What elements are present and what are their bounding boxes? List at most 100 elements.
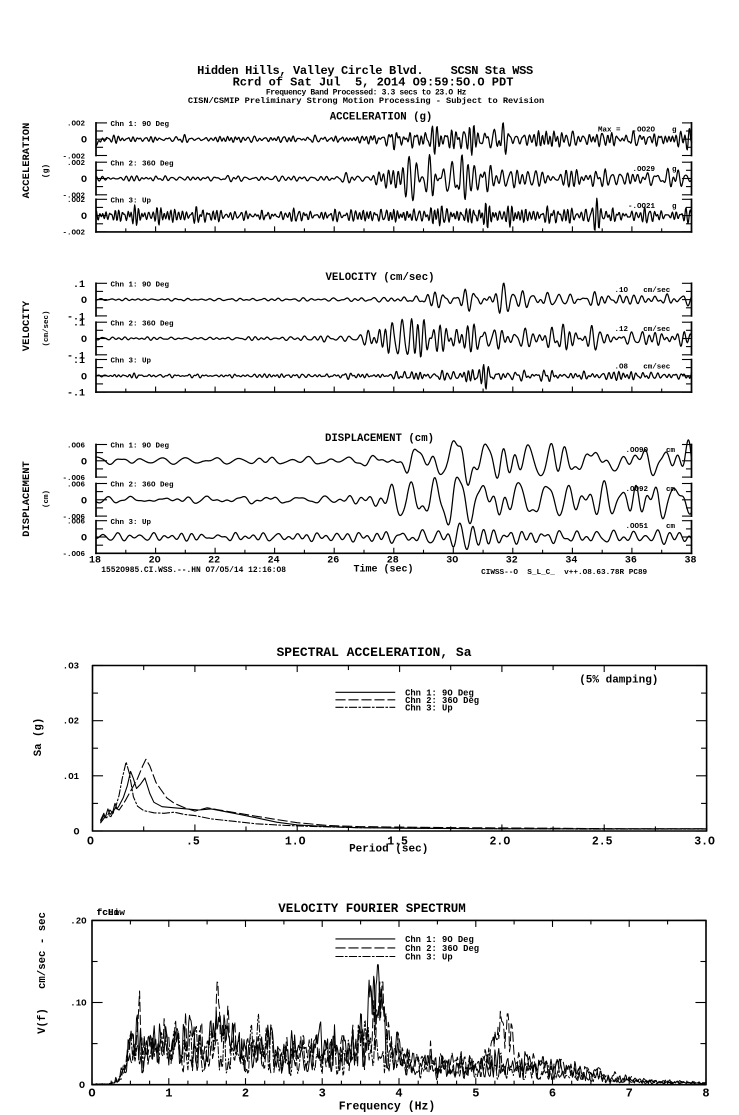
svg-text:O: O: [81, 372, 87, 383]
svg-text:2.O: 2.O: [490, 836, 511, 849]
svg-text:Chn 3: Up: Chn 3: Up: [111, 358, 152, 366]
svg-text:cm/sec: cm/sec: [643, 287, 671, 295]
svg-text:O: O: [81, 296, 87, 307]
svg-text:(cm/sec): (cm/sec): [43, 310, 51, 346]
svg-text:-.1: -.1: [67, 351, 85, 362]
svg-text:Chn 3: Up: Chn 3: Up: [405, 953, 453, 963]
svg-text:Rcrd of Sat Jul 5, 2O14 O9:59: Rcrd of Sat Jul 5, 2O14 O9:59:5O.O PDT: [233, 76, 514, 90]
svg-text:cm: cm: [666, 447, 676, 455]
svg-text:.OO29: .OO29: [632, 166, 655, 174]
svg-text:.2O: .2O: [70, 916, 87, 926]
svg-text:O: O: [73, 828, 79, 839]
svg-text:VELOCITY FOURIER SPECTRUM: VELOCITY FOURIER SPECTRUM: [278, 902, 466, 916]
svg-text:6: 6: [549, 1087, 556, 1101]
svg-text:Chn 3: Up: Chn 3: Up: [111, 519, 152, 527]
svg-text:O: O: [88, 1087, 95, 1101]
svg-text:.5: .5: [186, 836, 200, 849]
svg-text:Chn 2: 36O Deg: Chn 2: 36O Deg: [111, 320, 175, 328]
svg-text:Chn 2: 36O Deg: Chn 2: 36O Deg: [111, 482, 175, 490]
svg-text:.1: .1: [73, 356, 85, 367]
svg-text:SPECTRAL ACCELERATION, Sa: SPECTRAL ACCELERATION, Sa: [276, 645, 471, 660]
svg-text:cm: cm: [666, 486, 676, 494]
svg-text:Chn 2: 36O Deg: Chn 2: 36O Deg: [405, 696, 479, 706]
svg-text:Chn 1: 9O Deg: Chn 1: 9O Deg: [111, 443, 170, 451]
svg-text:-.OO6: -.OO6: [62, 475, 85, 483]
svg-text:.OO6: .OO6: [67, 519, 86, 527]
svg-text:1552O985.CI.WSS.--.HN O7/O5/14: 1552O985.CI.WSS.--.HN O7/O5/14 12:16:O8: [101, 566, 286, 575]
svg-text:3: 3: [319, 1087, 326, 1101]
svg-text:Chn 3: Up: Chn 3: Up: [111, 198, 152, 206]
svg-text:g: g: [672, 166, 677, 174]
svg-text:Chn 1: 9O Deg: Chn 1: 9O Deg: [111, 282, 170, 290]
svg-text:VELOCITY (cm/sec): VELOCITY (cm/sec): [325, 272, 434, 284]
svg-text:CISN/CSMIP Preliminary Strong: CISN/CSMIP Preliminary Strong Motion Pro…: [188, 96, 544, 106]
svg-text:O: O: [81, 457, 87, 468]
svg-text:-.OO6: -.OO6: [62, 514, 85, 522]
svg-text:4: 4: [395, 1087, 402, 1101]
svg-text:Chn 1: 9O Deg: Chn 1: 9O Deg: [111, 121, 170, 129]
svg-text:Hidden Hills, Valley Circle Bl: Hidden Hills, Valley Circle Blvd. SCSN S…: [197, 64, 533, 78]
svg-text:38: 38: [684, 556, 696, 567]
svg-text:-.1: -.1: [67, 312, 85, 323]
svg-text:O: O: [81, 136, 87, 147]
svg-text:O: O: [81, 335, 87, 346]
svg-text:V(f) cm/sec - sec: V(f) cm/sec - sec: [37, 912, 49, 1034]
svg-text:Chn 2: 36O Deg: Chn 2: 36O Deg: [405, 944, 479, 954]
svg-text:36: 36: [625, 556, 637, 567]
svg-text:.1: .1: [73, 280, 85, 291]
svg-text:32: 32: [506, 556, 518, 567]
svg-text:.OO2O: .OO2O: [632, 127, 655, 135]
svg-text:O: O: [81, 212, 87, 223]
svg-text:-.OO2: -.OO2: [62, 230, 85, 238]
svg-text:g: g: [672, 127, 677, 135]
svg-text:.1O: .1O: [614, 287, 628, 295]
svg-text:Chn 1: 9O Deg: Chn 1: 9O Deg: [405, 935, 474, 945]
svg-text:fcLow: fcLow: [97, 907, 126, 918]
svg-text:Chn 1: 9O Deg: Chn 1: 9O Deg: [405, 688, 474, 698]
svg-text:Max =: Max =: [598, 127, 621, 135]
svg-text:O: O: [81, 534, 87, 545]
svg-text:-.OO2: -.OO2: [62, 193, 85, 201]
svg-text:fcHi: fcHi: [97, 907, 120, 918]
svg-text:.OO92: .OO92: [625, 486, 648, 494]
svg-text:(cm): (cm): [43, 490, 51, 508]
svg-text:g: g: [672, 203, 677, 211]
svg-text:(5% damping): (5% damping): [579, 675, 658, 687]
svg-text:O: O: [79, 1081, 85, 1092]
svg-text:(g): (g): [42, 164, 51, 178]
svg-text:Frequency (Hz): Frequency (Hz): [339, 1101, 436, 1114]
svg-text:8: 8: [702, 1087, 709, 1101]
svg-text:2O: 2O: [149, 556, 161, 567]
svg-text:O: O: [87, 836, 94, 849]
svg-text:O: O: [81, 175, 87, 186]
svg-text:28: 28: [387, 556, 399, 567]
svg-text:34: 34: [565, 556, 577, 567]
svg-text:.OO6: .OO6: [67, 481, 86, 489]
svg-text:22: 22: [208, 556, 220, 567]
svg-text:1: 1: [165, 1087, 172, 1101]
svg-text:.O3: .O3: [63, 662, 79, 672]
svg-text:.OO51: .OO51: [625, 523, 648, 531]
svg-text:.OO6: .OO6: [67, 442, 86, 450]
svg-text:Chn 3: Up: Chn 3: Up: [405, 703, 453, 713]
svg-text:cm/sec: cm/sec: [643, 326, 671, 334]
svg-text:.OO9O: .OO9O: [625, 447, 648, 455]
svg-text:.OO2: .OO2: [67, 121, 86, 129]
svg-text:24: 24: [268, 556, 280, 567]
svg-text:DISPLACEMENT (cm): DISPLACEMENT (cm): [325, 433, 434, 445]
svg-text:2.5: 2.5: [592, 836, 613, 849]
svg-text:.O2: .O2: [63, 717, 79, 727]
svg-text:O: O: [81, 496, 87, 507]
svg-text:-.OO2: -.OO2: [62, 153, 85, 161]
svg-text:Chn 2: 36O Deg: Chn 2: 36O Deg: [111, 160, 175, 168]
svg-text:3.O: 3.O: [694, 836, 715, 849]
svg-text:cm: cm: [666, 523, 676, 531]
svg-text:.O1: .O1: [63, 772, 80, 782]
svg-text:.OO2: .OO2: [67, 160, 86, 168]
svg-text:cm/sec: cm/sec: [643, 363, 671, 371]
svg-text:.OO2: .OO2: [67, 197, 86, 205]
svg-text:.1O: .1O: [70, 999, 87, 1009]
svg-text:5: 5: [472, 1087, 479, 1101]
svg-text:-.OO6: -.OO6: [62, 551, 85, 559]
svg-text:.12: .12: [614, 326, 628, 334]
